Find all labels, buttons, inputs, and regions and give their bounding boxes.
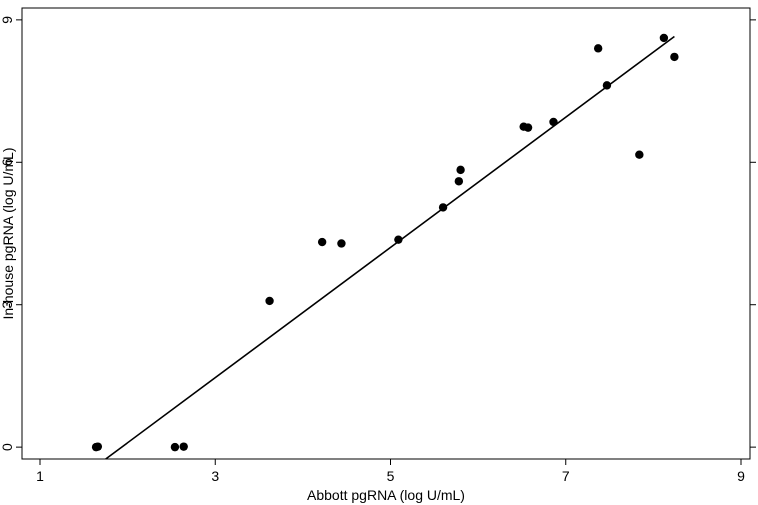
data-point — [170, 442, 180, 452]
data-point — [523, 123, 533, 132]
data-point — [265, 296, 274, 306]
x-tick-label: 3 — [211, 468, 219, 484]
plot-frame — [21, 7, 751, 460]
data-point — [438, 203, 448, 212]
data-point — [337, 239, 346, 248]
x-tick-label: 1 — [36, 468, 44, 484]
x-tick-label: 7 — [562, 468, 570, 484]
data-point — [456, 165, 465, 175]
data-point — [670, 52, 679, 62]
y-tick-label: 3 — [0, 301, 15, 309]
data-point — [179, 442, 188, 451]
y-axis-title: In-house pgRNA (log U/mL) — [0, 148, 16, 320]
data-point — [635, 150, 644, 159]
regression-line — [105, 35, 675, 460]
data-point — [394, 235, 403, 244]
x-tick-label: 5 — [387, 468, 395, 484]
data-point — [93, 442, 103, 451]
data-point — [317, 237, 327, 247]
y-tick-label: 0 — [0, 443, 15, 451]
data-points — [91, 33, 679, 452]
data-point — [549, 117, 558, 127]
y-axis: 0 3 6 9 — [0, 16, 756, 451]
data-point — [454, 177, 464, 186]
data-point — [593, 44, 603, 53]
x-axis-title: Abbott pgRNA (log U/mL) — [307, 487, 465, 503]
data-point — [659, 33, 669, 43]
x-tick-label: 9 — [737, 468, 745, 484]
data-point — [602, 81, 612, 90]
y-tick-label: 9 — [0, 16, 15, 24]
y-tick-label: 6 — [0, 158, 15, 166]
x-axis: 1 3 5 7 9 — [36, 459, 745, 484]
